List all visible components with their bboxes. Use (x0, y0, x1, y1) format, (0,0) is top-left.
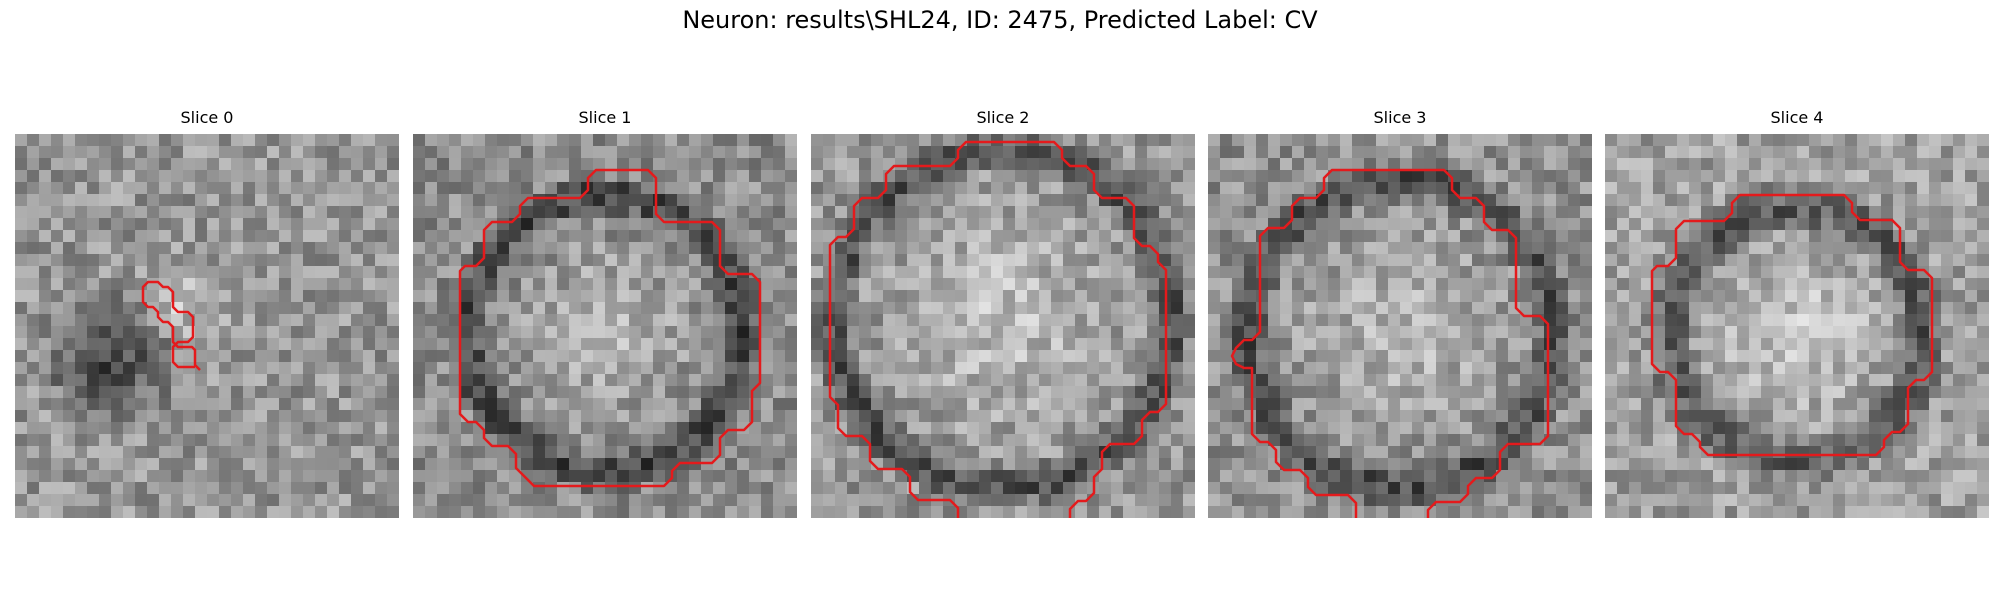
slice-title: Slice 0 (180, 108, 234, 127)
segmentation-contour (1230, 168, 1550, 518)
slice-image (15, 134, 399, 518)
contour-overlay (1650, 193, 1934, 457)
slice-title: Slice 2 (976, 108, 1030, 127)
slice-image (1208, 134, 1592, 518)
slice-image (413, 134, 797, 518)
segmentation-contour (828, 140, 1168, 518)
figure-title: Neuron: results\SHL24, ID: 2475, Predict… (682, 6, 1318, 34)
slice-image (1605, 134, 1989, 518)
segmentation-contour (458, 168, 762, 488)
slice-image (811, 134, 1195, 518)
grayscale-slice (413, 134, 797, 518)
segmentation-contour (1650, 193, 1934, 457)
segmentation-contour (141, 280, 201, 371)
grayscale-slice (1208, 134, 1592, 518)
contour-overlay (828, 140, 1168, 518)
slice-title: Slice 3 (1373, 108, 1427, 127)
grayscale-slice (15, 134, 399, 518)
contour-overlay (141, 280, 201, 371)
contour-overlay (1230, 168, 1550, 518)
contour-overlay (458, 168, 762, 488)
slice-title: Slice 4 (1770, 108, 1824, 127)
slice-title: Slice 1 (578, 108, 632, 127)
